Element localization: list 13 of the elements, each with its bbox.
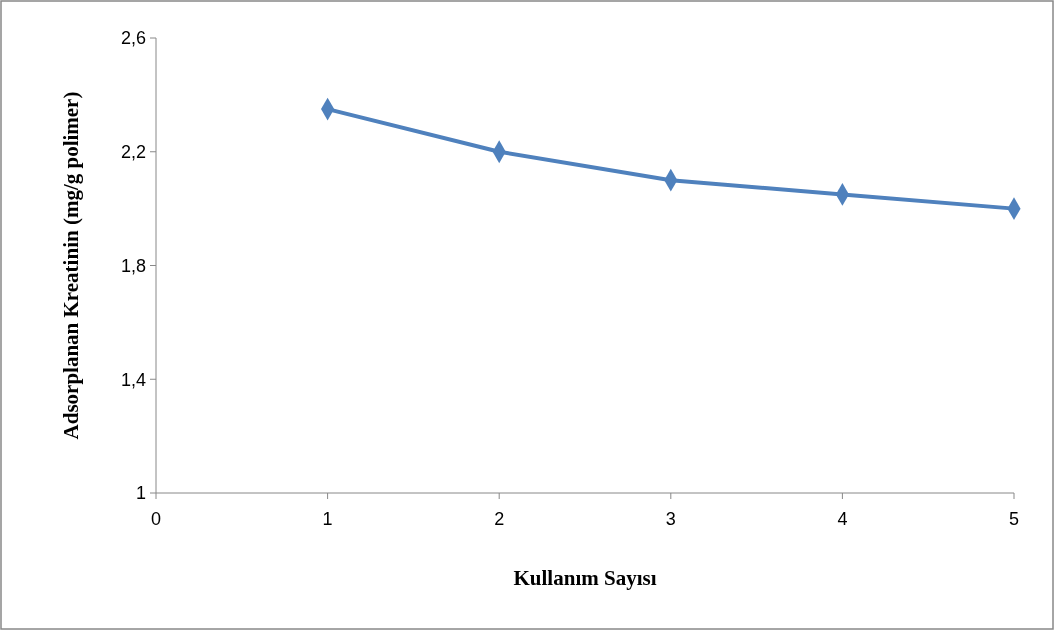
x-tick-label: 4 <box>837 509 848 529</box>
y-tick-label: 1,4 <box>120 369 146 390</box>
y-axis-title: Adsorplanan Kreatinin (mg/g polimer) <box>59 91 83 440</box>
x-tick-label: 0 <box>150 509 162 529</box>
x-tick-label: 3 <box>665 509 676 529</box>
y-tick-label: 2,6 <box>120 28 146 49</box>
y-tick-label: 1,8 <box>120 255 146 276</box>
x-tick-label: 1 <box>322 509 333 529</box>
y-tick-label: 2,2 <box>120 142 146 163</box>
y-tick-label: 1 <box>135 483 146 504</box>
x-axis-title: Kullanım Sayısı <box>513 566 657 590</box>
x-tick-label: 2 <box>494 509 505 529</box>
x-tick-label: 5 <box>1008 509 1020 529</box>
